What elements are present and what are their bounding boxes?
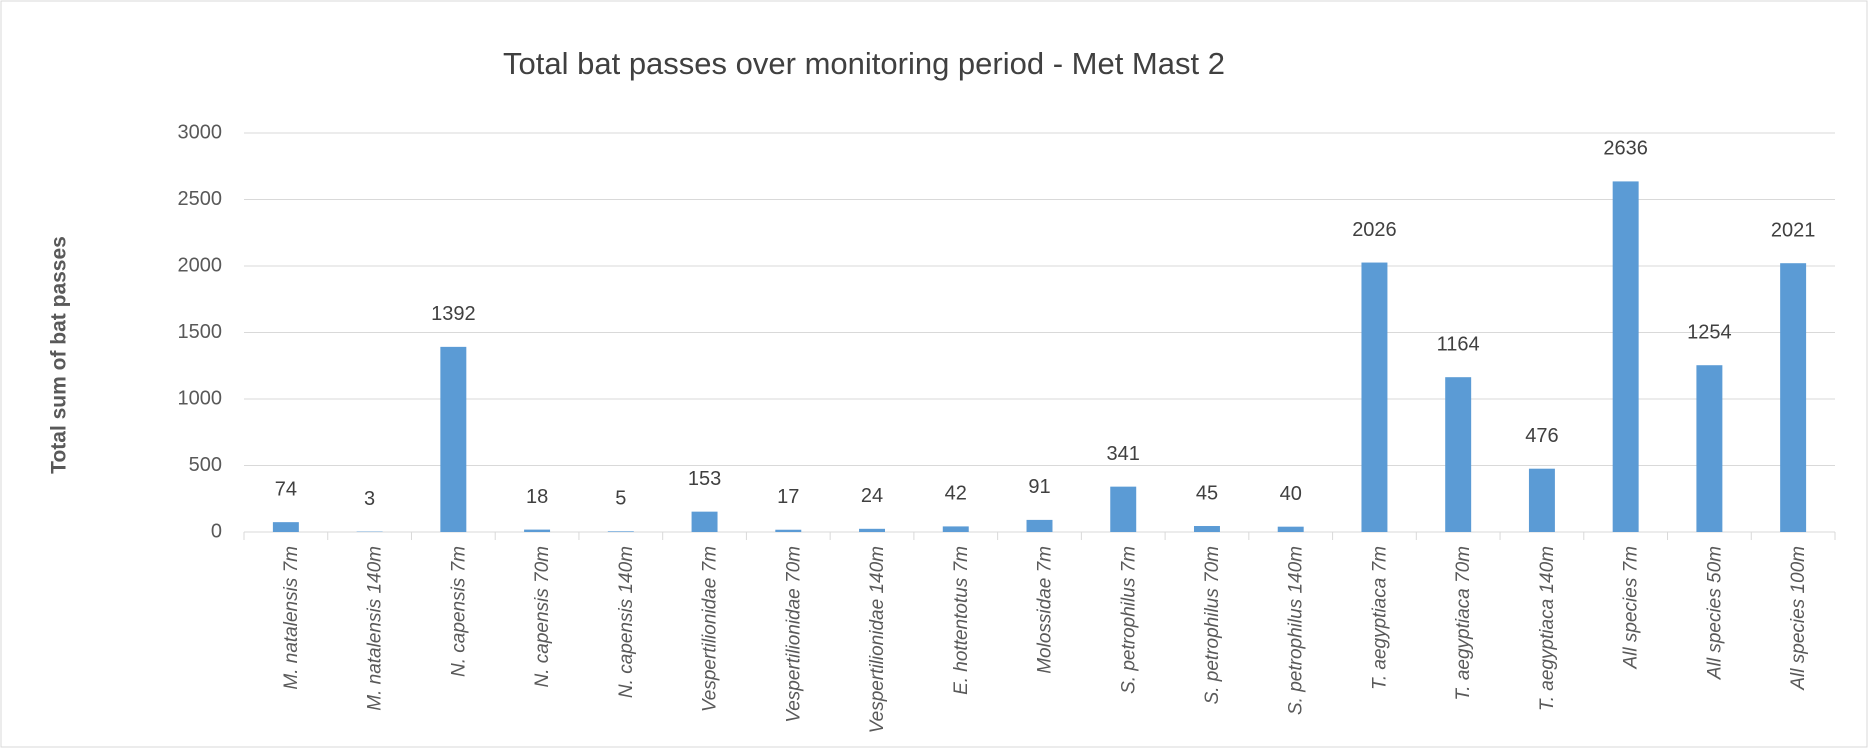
- data-label: 153: [688, 468, 721, 490]
- bar: [1445, 377, 1472, 532]
- data-label: 91: [1028, 476, 1050, 498]
- x-tick-label: N. capensis 7m: [448, 546, 469, 677]
- bar: [1528, 468, 1555, 532]
- bar: [859, 528, 886, 532]
- data-label: 1254: [1687, 321, 1732, 343]
- bar: [1696, 365, 1723, 532]
- chart-title: Total bat passes over monitoring period …: [503, 46, 1225, 81]
- data-label: 5: [615, 488, 626, 510]
- y-tick-label: 2500: [178, 188, 223, 210]
- bar: [524, 529, 551, 532]
- bar: [607, 531, 634, 532]
- x-tick-label: Vespertilionidae 70m: [783, 546, 804, 723]
- x-tick-label: S. petrophilus 7m: [1118, 546, 1139, 694]
- data-label: 40: [1280, 483, 1302, 505]
- x-tick-label: All species 7m: [1621, 546, 1642, 670]
- bar: [1277, 526, 1304, 532]
- x-tick-label: Vespertilionidae 140m: [867, 546, 888, 733]
- x-tick-label: All species 50m: [1704, 546, 1725, 680]
- x-tick-label: M. natalensis 140m: [365, 546, 386, 711]
- bar: [1780, 263, 1807, 532]
- x-tick-label: N. capensis 140m: [616, 546, 637, 698]
- data-label: 42: [945, 483, 967, 505]
- x-tick-label: Vespertilionidae 7m: [700, 546, 721, 712]
- bar: [775, 529, 802, 532]
- data-label: 18: [526, 486, 548, 508]
- bar: [272, 522, 299, 532]
- x-tick-label: T. aegyptiaca 7m: [1369, 546, 1390, 690]
- bar: [691, 511, 718, 532]
- y-tick-label: 1500: [178, 321, 223, 343]
- data-label: 17: [777, 486, 799, 508]
- y-axis-label: Total sum of bat passes: [48, 236, 71, 474]
- bar: [440, 346, 467, 532]
- x-tick-label: S. petrophilus 140m: [1286, 546, 1307, 715]
- data-label: 2026: [1352, 219, 1397, 241]
- bar: [1193, 526, 1220, 532]
- data-label: 476: [1525, 425, 1558, 447]
- x-tick-label: T. aegyptiaca 140m: [1537, 546, 1558, 711]
- data-label: 1392: [431, 303, 476, 325]
- y-tick-label: 0: [211, 520, 222, 542]
- x-tick-label: M. natalensis 7m: [281, 546, 302, 690]
- bar: [942, 526, 969, 532]
- data-label: 341: [1107, 443, 1140, 465]
- data-label: 1164: [1437, 333, 1480, 355]
- y-tick-label: 3000: [178, 121, 223, 143]
- x-tick-label: Molossidae 7m: [1035, 546, 1056, 674]
- y-tick-label: 1000: [178, 387, 223, 409]
- data-label: 3: [364, 488, 375, 510]
- bar: [1612, 181, 1639, 533]
- data-label: 2021: [1771, 219, 1816, 241]
- bar: [1110, 486, 1137, 532]
- data-label: 24: [861, 485, 883, 507]
- bar: [1361, 262, 1388, 532]
- x-tick-label: T. aegyptiaca 70m: [1453, 546, 1474, 701]
- data-label: 2636: [1603, 138, 1648, 160]
- y-tick-label: 2000: [178, 254, 223, 276]
- x-tick-label: All species 100m: [1788, 546, 1809, 691]
- x-tick-label: S. petrophilus 70m: [1202, 546, 1223, 704]
- data-label: 45: [1196, 482, 1218, 504]
- data-label: 74: [275, 478, 297, 500]
- x-tick-label: N. capensis 70m: [532, 546, 553, 688]
- bar: [1026, 519, 1053, 532]
- x-tick-label: E. hottentotus 7m: [951, 546, 972, 695]
- y-tick-label: 500: [189, 454, 222, 476]
